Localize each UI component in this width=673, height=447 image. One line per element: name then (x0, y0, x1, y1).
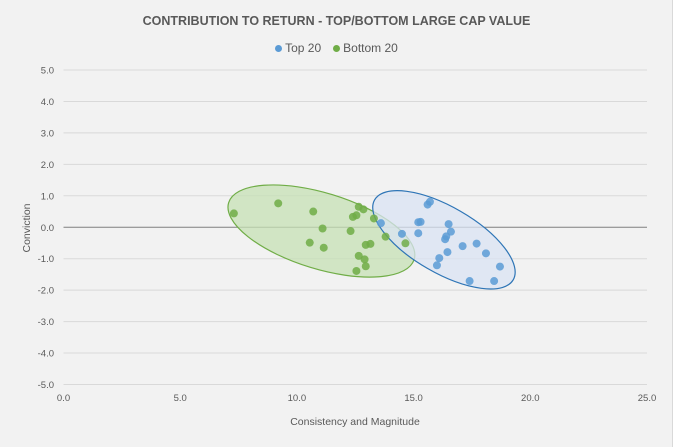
data-point-bottom-20[interactable] (319, 243, 328, 252)
data-point-bottom-20[interactable] (229, 209, 238, 218)
data-point-top-20[interactable] (472, 239, 481, 248)
x-tick-label: 5.0 (174, 393, 187, 404)
x-tick-label: 10.0 (288, 393, 307, 404)
data-points (229, 197, 504, 286)
data-point-bottom-20[interactable] (366, 239, 375, 248)
legend-item-top-20[interactable]: Top 20 (275, 41, 321, 55)
x-axis-title: Consistency and Magnitude (290, 416, 420, 428)
legend-marker-top-20 (275, 44, 283, 52)
legend-marker-bottom-20 (333, 44, 341, 52)
y-tick-label: -2.0 (38, 286, 54, 297)
y-tick-label: 4.0 (41, 97, 54, 108)
data-point-top-20[interactable] (458, 242, 467, 251)
y-tick-labels: 5.0 4.0 3.0 2.0 1.0 0.0 -1.0 -2.0 -3.0 -4.0 -5.0 (38, 66, 54, 392)
data-point-top-20[interactable] (425, 197, 434, 206)
y-axis-title: Conviction (21, 203, 33, 252)
data-point-bottom-20[interactable] (359, 205, 368, 214)
y-tick-label: -3.0 (38, 317, 54, 328)
data-point-top-20[interactable] (397, 229, 406, 238)
data-point-bottom-20[interactable] (352, 211, 361, 220)
data-point-top-20[interactable] (481, 249, 490, 258)
y-tick-label: 0.0 (41, 223, 54, 234)
legend-label-bottom-20: Bottom 20 (343, 41, 398, 55)
data-point-top-20[interactable] (435, 254, 444, 263)
x-tick-label: 20.0 (521, 393, 540, 404)
x-tick-label: 25.0 (638, 393, 657, 404)
data-point-bottom-20[interactable] (369, 214, 378, 223)
y-tick-label: 3.0 (41, 128, 54, 139)
data-point-top-20[interactable] (432, 261, 441, 270)
legend: Top 20 Bottom 20 (0, 41, 673, 55)
data-point-bottom-20[interactable] (401, 239, 410, 248)
data-point-bottom-20[interactable] (318, 224, 327, 233)
legend-label-top-20: Top 20 (285, 41, 322, 55)
y-tick-label: 5.0 (41, 66, 54, 77)
data-point-bottom-20[interactable] (361, 262, 370, 271)
x-tick-label: 15.0 (404, 393, 423, 404)
y-tick-label: 2.0 (41, 160, 54, 171)
data-point-bottom-20[interactable] (346, 227, 355, 236)
y-tick-label: 1.0 (41, 191, 54, 202)
data-point-top-20[interactable] (465, 277, 474, 286)
data-point-bottom-20[interactable] (354, 251, 363, 260)
data-point-top-20[interactable] (495, 262, 504, 271)
x-tick-labels: 0.0 5.0 10.0 15.0 20.0 25.0 (57, 393, 656, 404)
data-point-top-20[interactable] (414, 229, 423, 238)
data-point-bottom-20[interactable] (360, 255, 369, 264)
data-point-bottom-20[interactable] (305, 238, 314, 247)
data-point-top-20[interactable] (490, 277, 499, 286)
data-point-top-20[interactable] (416, 217, 425, 226)
cluster-ellipses (227, 184, 516, 290)
data-point-bottom-20[interactable] (352, 266, 361, 275)
data-point-bottom-20[interactable] (274, 199, 283, 208)
y-tick-label: -4.0 (38, 349, 54, 360)
data-point-top-20[interactable] (376, 219, 385, 228)
data-point-top-20[interactable] (444, 220, 453, 229)
data-point-top-20[interactable] (443, 248, 452, 257)
data-point-top-20[interactable] (441, 235, 450, 244)
data-point-bottom-20[interactable] (309, 207, 318, 216)
legend-item-bottom-20[interactable]: Bottom 20 (333, 41, 398, 55)
chart-title: CONTRIBUTION TO RETURN - TOP/BOTTOM LARG… (142, 14, 531, 28)
data-point-bottom-20[interactable] (381, 232, 390, 241)
y-tick-label: -5.0 (38, 380, 54, 391)
y-tick-label: -1.0 (38, 254, 54, 265)
x-tick-label: 0.0 (57, 393, 70, 404)
